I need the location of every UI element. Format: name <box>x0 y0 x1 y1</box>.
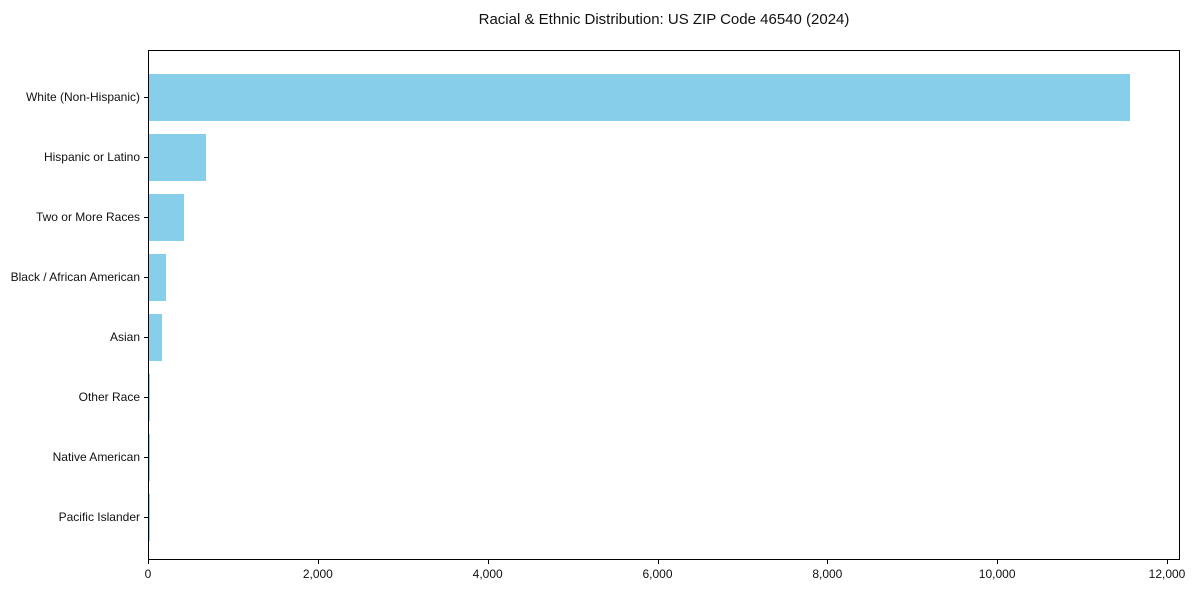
y-axis-label: Black / African American <box>10 269 140 284</box>
x-axis-tick <box>148 559 149 564</box>
bar <box>149 374 151 421</box>
x-axis-tick <box>997 559 999 564</box>
y-axis-label: Native American <box>52 449 140 464</box>
bar <box>149 134 206 181</box>
x-axis-tick-label: 4,000 <box>472 567 503 581</box>
x-axis-tick <box>1167 559 1168 564</box>
x-axis-tick <box>487 559 489 564</box>
y-axis-label: White (Non-Hispanic) <box>25 89 140 104</box>
y-axis-tick <box>144 336 148 338</box>
y-axis-tick <box>144 276 148 278</box>
y-axis-tick <box>144 156 148 158</box>
y-axis-tick <box>144 216 148 218</box>
x-axis-tick-label: 0 <box>144 567 152 581</box>
chart-title: Racial & Ethnic Distribution: US ZIP Cod… <box>478 11 850 28</box>
plot-area <box>148 50 1180 560</box>
x-axis-tick <box>827 559 829 564</box>
y-axis-label: Two or More Races <box>35 209 140 224</box>
bar <box>149 254 166 301</box>
bar <box>149 434 150 481</box>
x-axis-tick-label: 8,000 <box>812 567 843 581</box>
y-axis-label: Other Race <box>78 389 140 404</box>
y-axis-label: Hispanic or Latino <box>43 149 140 164</box>
x-axis-tick-label: 6,000 <box>642 567 673 581</box>
bar <box>149 314 162 361</box>
y-axis-tick <box>144 96 148 98</box>
x-axis-tick <box>657 559 659 564</box>
x-axis-tick-label: 10,000 <box>978 567 1016 581</box>
y-axis-label: Asian <box>109 329 140 344</box>
y-axis-tick <box>144 396 148 398</box>
x-axis-tick-label: 12,000 <box>1148 567 1186 581</box>
bar <box>149 74 1130 121</box>
x-axis-tick-label: 2,000 <box>302 567 333 581</box>
bar <box>149 194 184 241</box>
y-axis-tick <box>144 516 148 518</box>
x-axis-tick <box>317 559 319 564</box>
y-axis-tick <box>144 456 148 458</box>
y-axis-label: Pacific Islander <box>58 509 140 524</box>
